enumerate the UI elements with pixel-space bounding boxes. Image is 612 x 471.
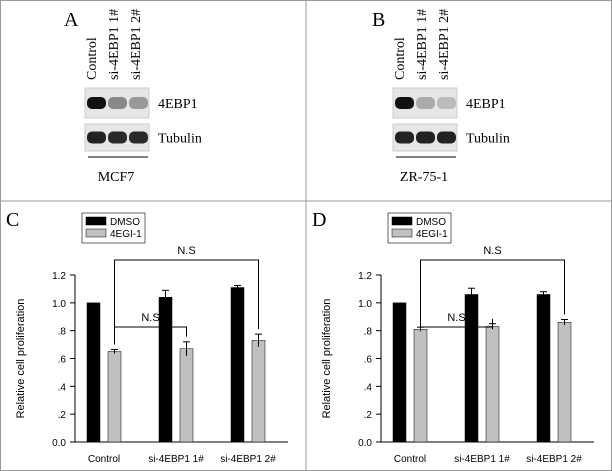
bar (107, 351, 122, 443)
legend-label: 4EGI-1 (110, 229, 142, 240)
blot-band (129, 131, 148, 144)
lane-label: si-4EBP1 2# (437, 9, 452, 80)
error-bar (540, 291, 547, 298)
bar (392, 302, 407, 443)
bar (158, 297, 173, 443)
legend-swatch (85, 216, 107, 226)
blot-band (437, 131, 456, 144)
y-tick-label: .4 (58, 382, 67, 393)
y-tick-label: 1.0 (358, 299, 372, 310)
band-label: Tubulin (158, 132, 202, 147)
cell-line: ZR-75-1 (400, 170, 448, 185)
bar (86, 302, 101, 443)
y-tick-label: .8 (364, 327, 373, 338)
legend-label: 4EGI-1 (416, 229, 448, 240)
lane-label: si-4EBP1 1# (415, 9, 430, 80)
x-tick-label: Control (394, 454, 426, 465)
lane-label: si-4EBP1 1# (107, 9, 122, 80)
y-axis-label: Relative cell proliferation (15, 299, 27, 419)
lane-label: Control (393, 37, 408, 80)
band-label: 4EBP1 (466, 97, 506, 112)
panel-label: A (64, 9, 79, 31)
cell-line: MCF7 (98, 170, 135, 185)
x-tick-label: Control (88, 454, 120, 465)
blot-band (437, 97, 456, 109)
legend-swatch (85, 228, 107, 238)
chart-panel: C 0.0 .2 .4 .6 .8 1.0 1.2 Relative cell prolifer… (6, 209, 288, 465)
error-bar (183, 341, 190, 356)
x-tick-label: si-4EBP1 1# (454, 454, 510, 465)
lane-label: si-4EBP1 2# (129, 9, 144, 80)
blot-band (87, 97, 106, 109)
bar (251, 340, 266, 443)
legend-label: DMSO (416, 217, 446, 228)
blot-band (129, 97, 148, 109)
error-bar (234, 284, 241, 290)
error-bar (255, 333, 262, 347)
blot-band (416, 97, 435, 109)
y-tick-label: 0.0 (52, 438, 66, 449)
blot-panel: B Control si-4EBP1 1# si-4EBP1 2# 4EBP1 Tubul… (372, 9, 510, 185)
x-tick-label: si-4EBP1 2# (526, 454, 582, 465)
blot-band (395, 131, 414, 144)
y-tick-label: .2 (364, 410, 373, 421)
panel-label: C (6, 209, 19, 231)
y-tick-label: 1.2 (358, 271, 372, 282)
band-label: Tubulin (466, 132, 510, 147)
legend-swatch (391, 228, 413, 238)
y-tick-label: 0.0 (358, 438, 372, 449)
bar (536, 294, 551, 443)
legend-swatch (391, 216, 413, 226)
blot-band (108, 97, 127, 109)
error-bar (111, 348, 118, 354)
annotation: N.S (447, 312, 465, 324)
panel-label: D (312, 209, 326, 231)
y-tick-label: .6 (364, 355, 373, 366)
annotation: N.S (141, 312, 159, 324)
error-bar (162, 289, 169, 305)
annotation: N.S (177, 245, 195, 257)
y-tick-label: .4 (364, 382, 373, 393)
y-tick-label: .8 (58, 327, 67, 338)
bar (464, 294, 479, 443)
blot-band (416, 131, 435, 144)
bracket (420, 259, 565, 323)
blot-band (108, 131, 127, 144)
blot-panel: A Control si-4EBP1 1# si-4EBP1 2# 4EBP1 Tubul… (64, 9, 202, 185)
error-bar (468, 287, 475, 301)
bracket (114, 259, 259, 345)
band-label: 4EBP1 (158, 97, 198, 112)
y-tick-label: 1.2 (52, 271, 66, 282)
blot-band (395, 97, 414, 109)
lane-label: Control (85, 37, 100, 80)
y-tick-label: .6 (58, 355, 67, 366)
error-bar (561, 319, 568, 326)
chart-panel: D 0.0 .2 .4 .6 .8 1.0 1.2 Relative cell prolifer… (312, 209, 594, 465)
y-tick-label: .2 (58, 410, 67, 421)
legend-label: DMSO (110, 217, 140, 228)
blot-band (87, 131, 106, 144)
bar (413, 329, 428, 443)
x-tick-label: si-4EBP1 1# (148, 454, 204, 465)
y-axis-label: Relative cell proliferation (321, 299, 333, 419)
panel-label: B (372, 9, 385, 31)
x-tick-label: si-4EBP1 2# (220, 454, 276, 465)
bar (557, 322, 572, 443)
annotation: N.S (483, 245, 501, 257)
bar (230, 287, 245, 443)
bracket (114, 326, 187, 345)
bar (485, 326, 500, 443)
bracket (420, 318, 493, 328)
y-tick-label: 1.0 (52, 299, 66, 310)
bar (179, 348, 194, 443)
